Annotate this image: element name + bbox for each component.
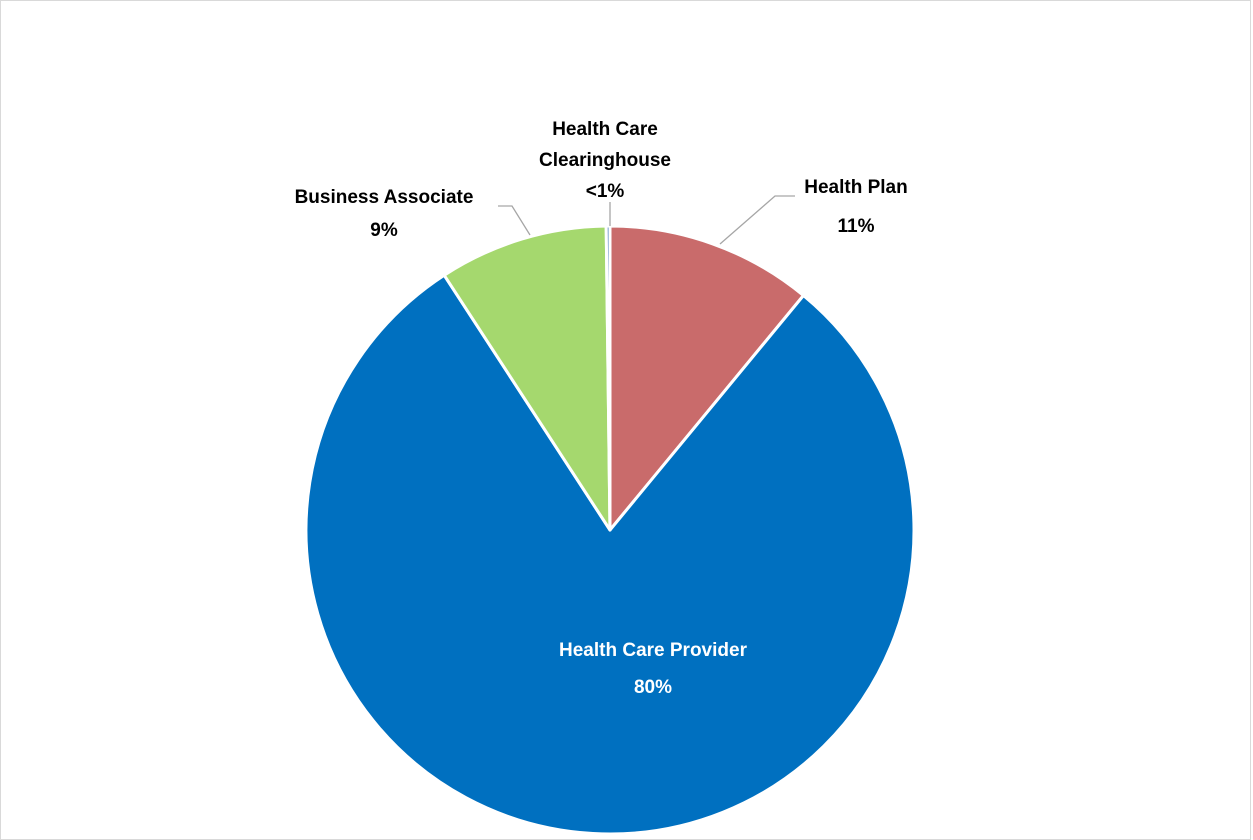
data-label-clearinghouse-value: <1% bbox=[586, 181, 625, 202]
data-label-clearinghouse-line2: Clearinghouse bbox=[539, 150, 671, 171]
pie-slice-health-plan bbox=[608, 224, 805, 532]
data-label-provider-value: 80% bbox=[634, 677, 672, 698]
pie-slice-business-associate bbox=[442, 224, 612, 532]
data-label-provider-name: Health Care Provider bbox=[559, 640, 748, 661]
data-label-health-plan-name: Health Plan bbox=[804, 177, 907, 198]
pie-slices bbox=[304, 224, 916, 834]
data-label-business-associate-name: Business Associate bbox=[295, 187, 474, 208]
pie-slice-health-care-provider bbox=[304, 273, 916, 834]
data-label-health-plan-value: 11% bbox=[838, 216, 875, 237]
data-label-business-associate-value: 9% bbox=[370, 220, 398, 241]
leader-line-health-plan bbox=[719, 195, 795, 245]
leader-lines bbox=[498, 195, 795, 245]
data-label-clearinghouse-line1: Health Care bbox=[552, 119, 658, 140]
leader-line-business-associate bbox=[498, 205, 531, 236]
